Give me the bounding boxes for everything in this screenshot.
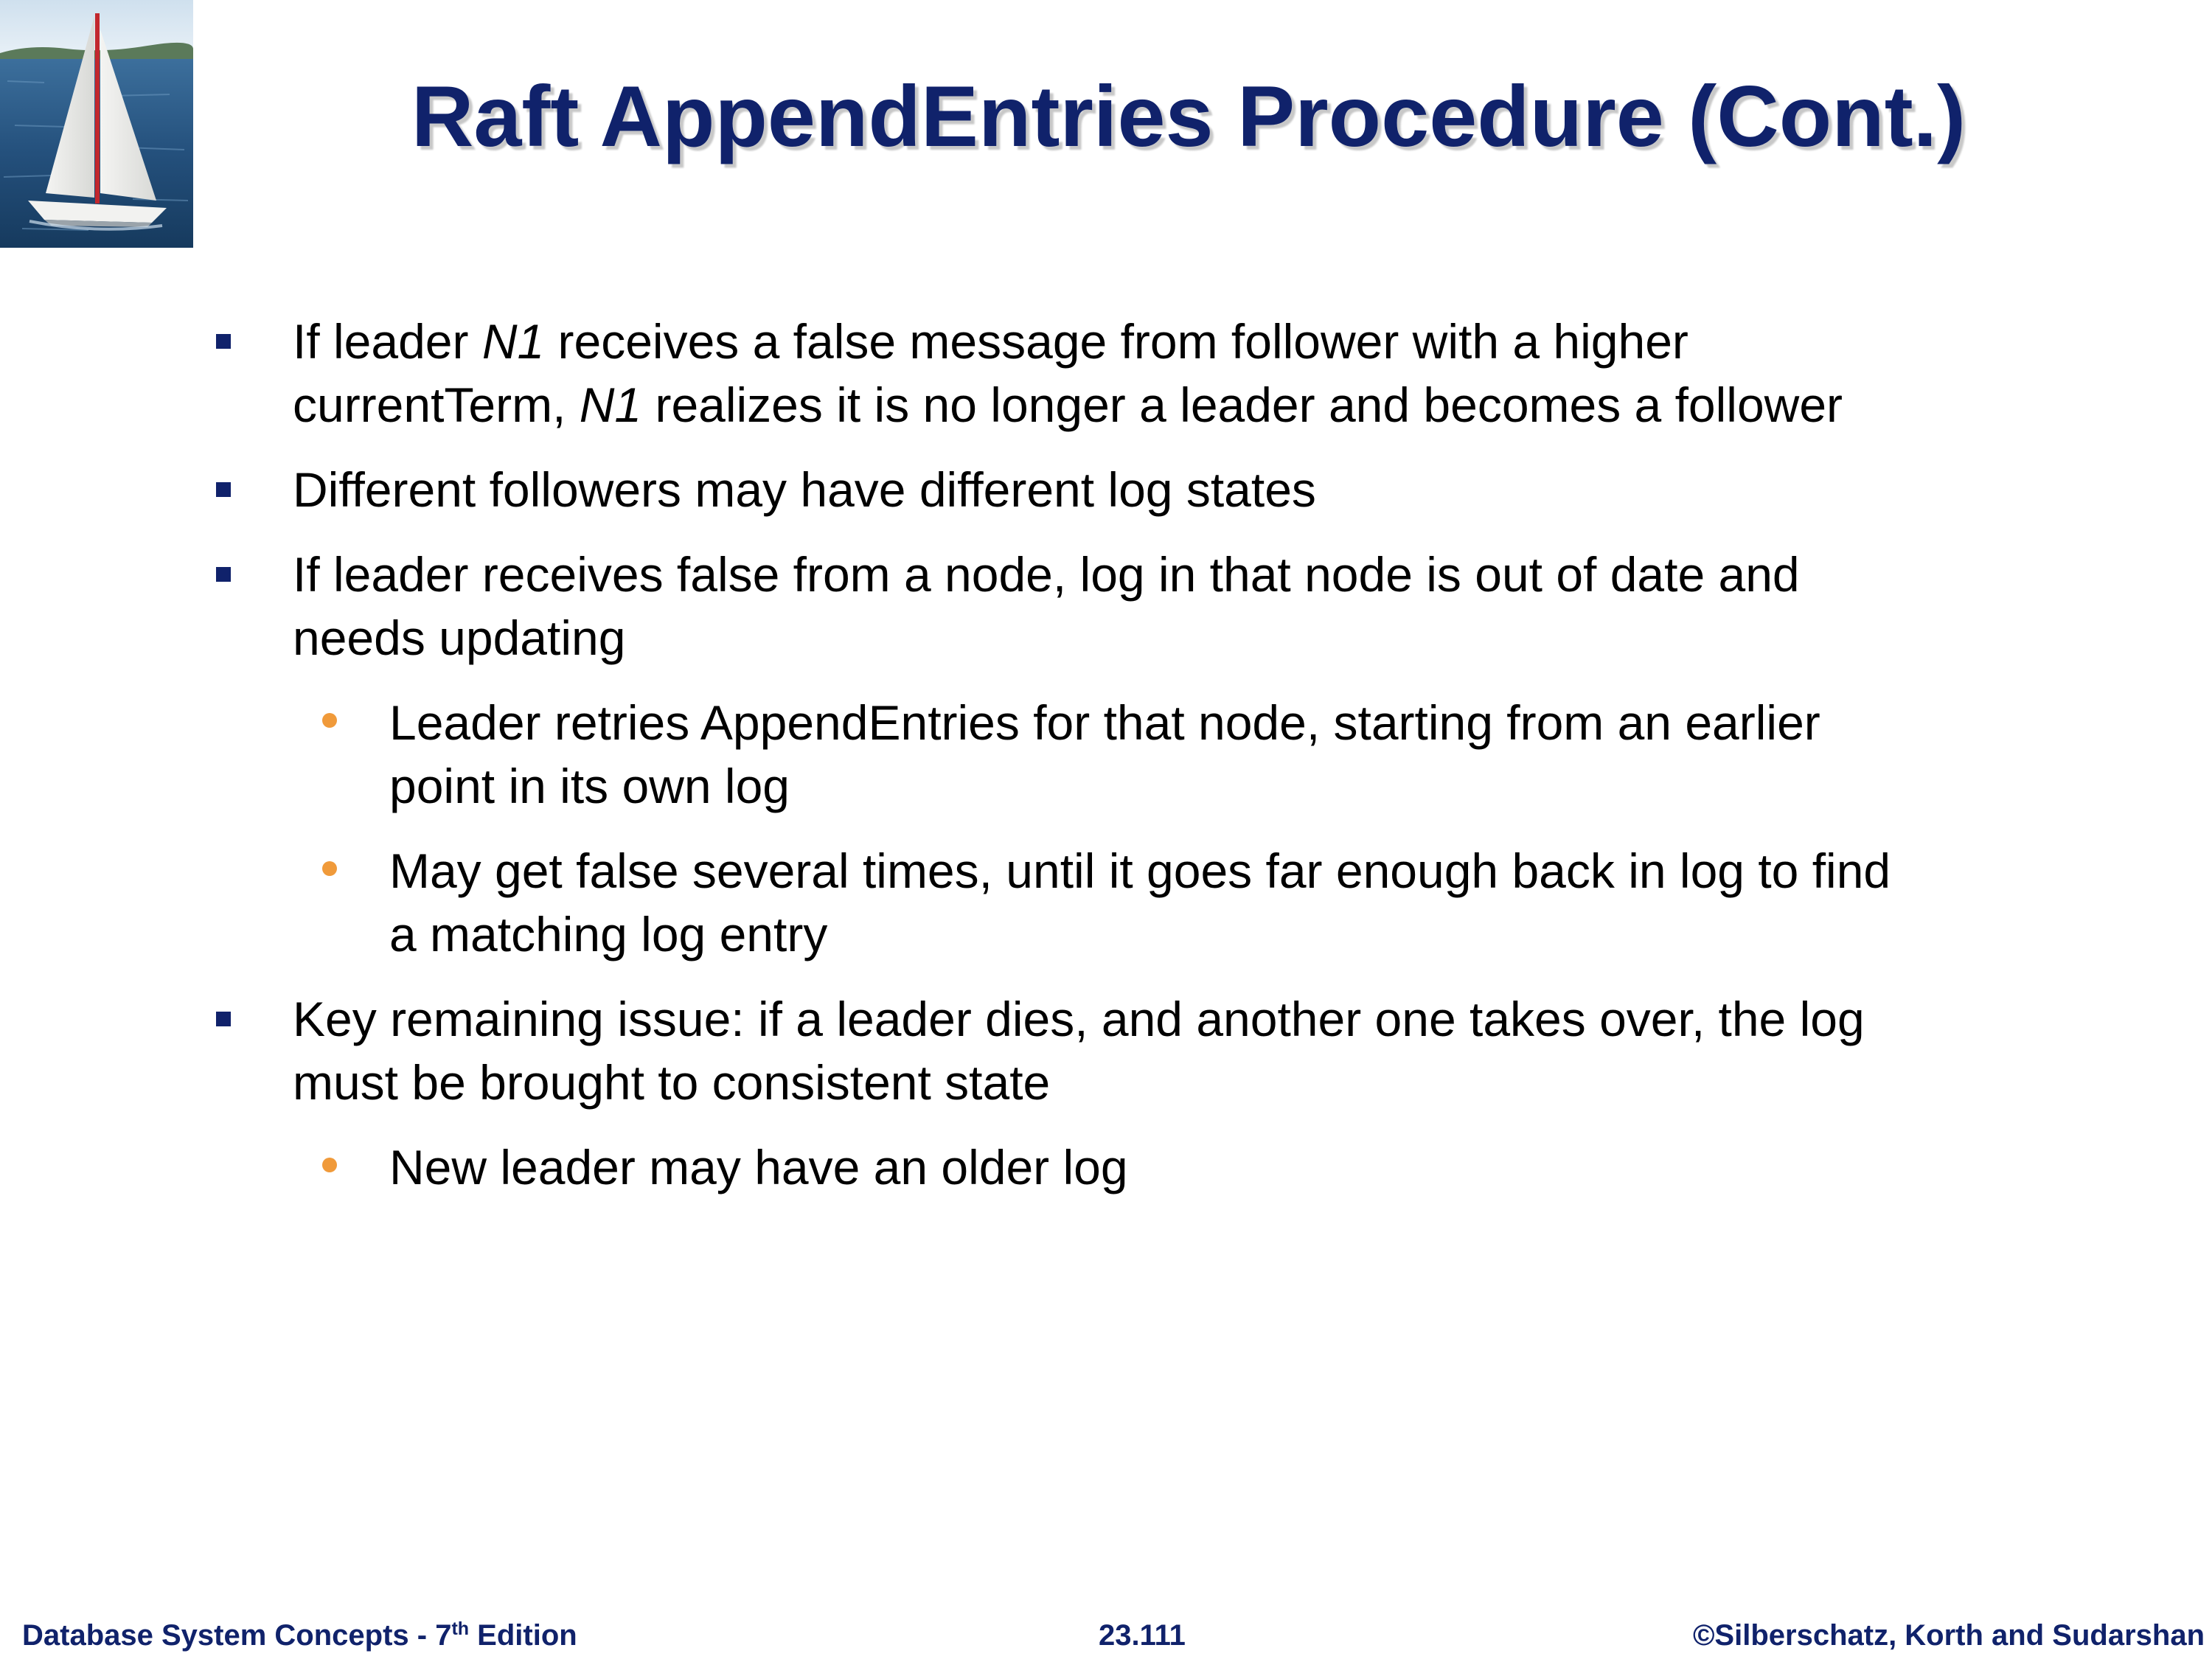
italic-text: N1 — [481, 314, 545, 369]
bullet-item: If leader receives false from a node, lo… — [0, 543, 2212, 669]
bullet-text: receives a false message from follower w… — [544, 314, 1688, 369]
bullet-text: point in its own log — [389, 759, 790, 813]
bullet-text: must be brought to consistent state — [293, 1055, 1051, 1110]
bullet-text: currentTerm, — [293, 378, 580, 432]
sub-bullet-item: New leader may have an older log — [0, 1135, 2212, 1199]
dot-bullet-icon — [322, 713, 337, 728]
bullet-text: May get false several times, until it go… — [389, 844, 1891, 898]
footer-book-title: Database System Concepts - 7th Edition — [22, 1613, 577, 1658]
square-bullet-icon — [216, 1012, 231, 1026]
bullet-text: Leader retries AppendEntries for that no… — [389, 695, 1820, 750]
footer-slide-number: 23.111 — [1099, 1619, 1186, 1652]
bullet-item: If leader N1 receives a false message fr… — [0, 310, 2212, 437]
bullet-line: point in its own log — [389, 754, 2212, 818]
bullet-text: If leader — [293, 314, 482, 369]
bullet-line: If leader receives false from a node, lo… — [293, 543, 2212, 606]
slide-footer: Database System Concepts - 7th Edition 2… — [0, 1613, 2212, 1658]
slide-title: Raft AppendEntries Procedure (Cont.) — [411, 68, 1966, 164]
bullet-list: If leader N1 receives a false message fr… — [0, 310, 2212, 1199]
bullet-line: Key remaining issue: if a leader dies, a… — [293, 987, 2212, 1051]
bullet-line: If leader N1 receives a false message fr… — [293, 310, 2212, 373]
bullet-line: Leader retries AppendEntries for that no… — [389, 691, 2212, 754]
bullet-line: Different followers may have different l… — [293, 458, 2212, 521]
bullet-text: a matching log entry — [389, 907, 828, 961]
bullet-text: Key remaining issue: if a leader dies, a… — [293, 992, 1865, 1046]
bullet-item: Key remaining issue: if a leader dies, a… — [0, 987, 2212, 1114]
bullet-line: New leader may have an older log — [389, 1135, 2212, 1199]
square-bullet-icon — [216, 567, 231, 582]
square-bullet-icon — [216, 482, 231, 497]
bullet-line: must be brought to consistent state — [293, 1051, 2212, 1114]
bullet-item: Different followers may have different l… — [0, 458, 2212, 521]
sub-bullet-item: Leader retries AppendEntries for that no… — [0, 691, 2212, 818]
bullet-line: May get false several times, until it go… — [389, 839, 2212, 902]
sub-bullet-item: May get false several times, until it go… — [0, 839, 2212, 966]
bullet-line: needs updating — [293, 606, 2212, 669]
footer-book-title-text: Database System Concepts - 7 — [22, 1619, 452, 1652]
bullet-text: New leader may have an older log — [389, 1140, 1128, 1194]
footer-edition-superscript: th — [451, 1618, 470, 1639]
dot-bullet-icon — [322, 861, 337, 876]
bullet-text: If leader receives false from a node, lo… — [293, 547, 1800, 602]
square-bullet-icon — [216, 334, 231, 349]
bullet-line: currentTerm, N1 realizes it is no longer… — [293, 373, 2212, 437]
bullet-text: Different followers may have different l… — [293, 462, 1316, 517]
footer-copyright: ©Silberschatz, Korth and Sudarshan — [1692, 1619, 2205, 1652]
bullet-text: needs updating — [293, 611, 626, 665]
footer-edition-text: Edition — [469, 1619, 577, 1652]
sailboat-logo-icon — [0, 0, 193, 248]
bullet-text: realizes it is no longer a leader and be… — [641, 378, 1843, 432]
bullet-line: a matching log entry — [389, 902, 2212, 966]
dot-bullet-icon — [322, 1158, 337, 1172]
italic-text: N1 — [579, 378, 642, 432]
